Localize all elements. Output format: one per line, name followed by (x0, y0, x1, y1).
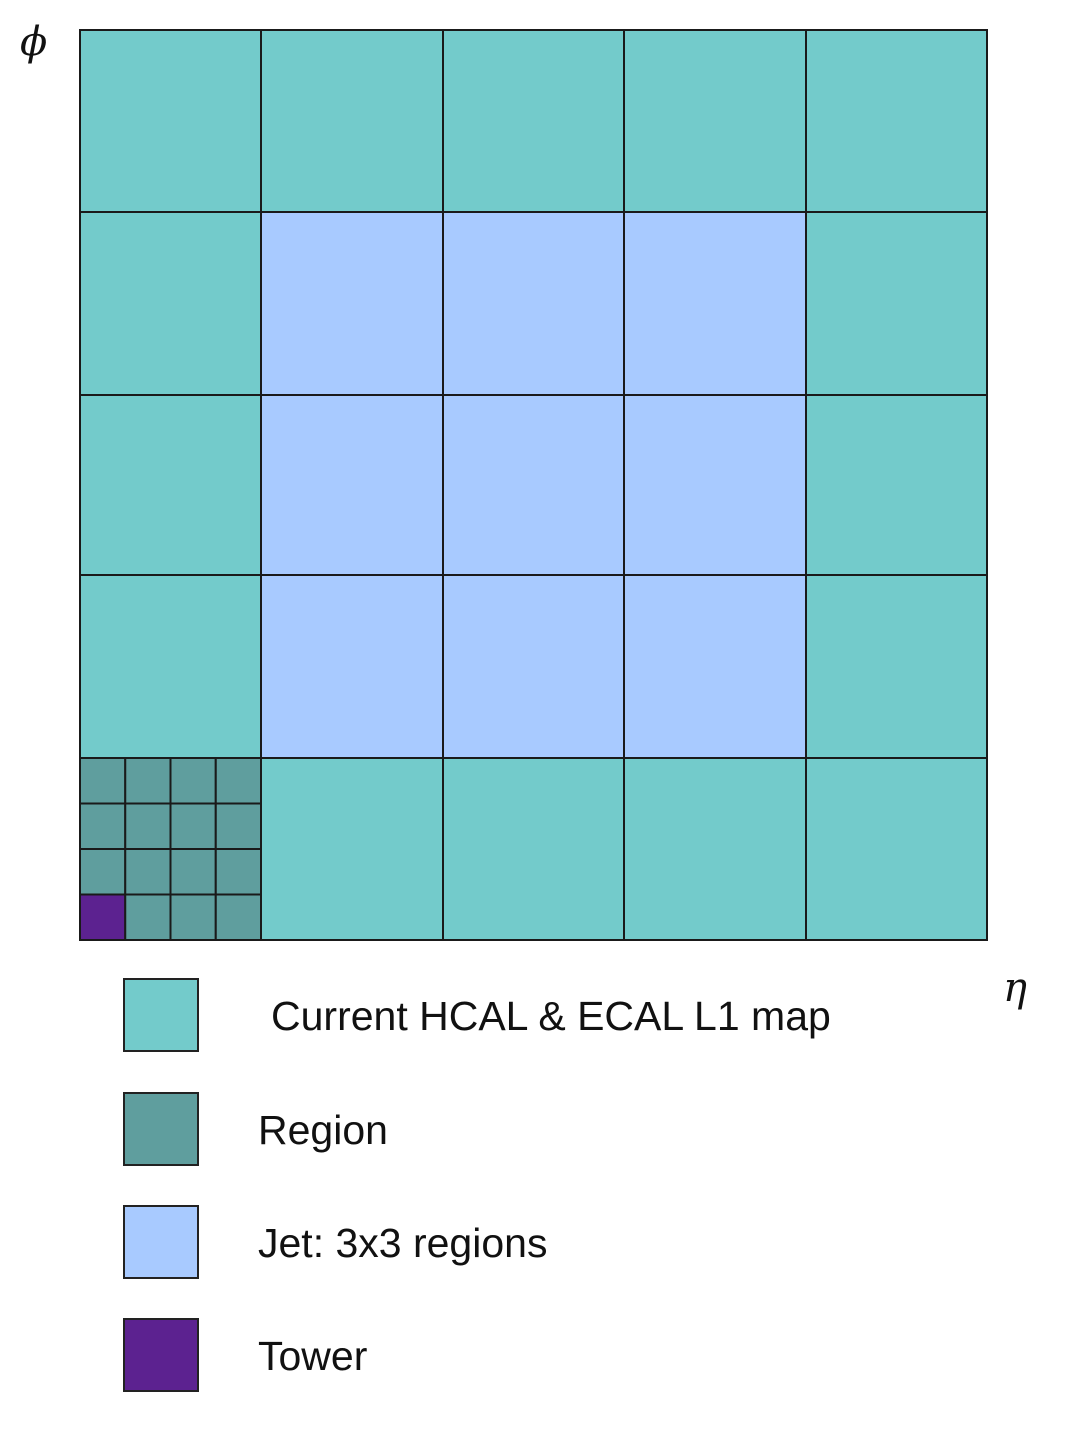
map-cell (79, 29, 262, 213)
map-cell (260, 29, 444, 213)
map-cell (805, 394, 988, 576)
jet-cell (442, 211, 625, 396)
legend-item-jet: Jet: 3x3 regions (123, 1205, 983, 1283)
jet-cell (623, 211, 807, 396)
region-tower-cell (169, 893, 217, 941)
legend-swatch-region (123, 1092, 199, 1166)
tower-cell (79, 893, 127, 941)
region-tower-cell (169, 757, 217, 805)
legend-label-jet: Jet: 3x3 regions (258, 1220, 548, 1266)
jet-cell (260, 394, 444, 576)
legend-item-tower: Tower (123, 1318, 983, 1396)
legend-label-tower: Tower (258, 1333, 368, 1379)
jet-cell (260, 211, 444, 396)
map-cell (623, 29, 807, 213)
region-tower-cell (214, 802, 262, 850)
legend-item-map: Current HCAL & ECAL L1 map (123, 978, 983, 1056)
region-tower-cell (169, 848, 217, 896)
phi-axis-label: ϕ (20, 19, 48, 65)
map-cell (79, 394, 262, 576)
map-cell (805, 757, 988, 941)
region-tower-cell (124, 802, 172, 850)
jet-cell (260, 574, 444, 759)
jet-cell (623, 394, 807, 576)
map-cell (79, 211, 262, 396)
jet-cell (442, 574, 625, 759)
jet-cell (623, 574, 807, 759)
region-tower-cell (214, 757, 262, 805)
region-tower-cell (214, 893, 262, 941)
jet-cell (442, 394, 625, 576)
map-cell (442, 757, 625, 941)
region-tower-subgrid (79, 757, 262, 941)
region-tower-cell (124, 893, 172, 941)
legend-item-region: Region (123, 1092, 983, 1170)
map-cell (442, 29, 625, 213)
eta-axis-label: η (1003, 965, 1027, 1011)
legend-label-map: Current HCAL & ECAL L1 map (271, 993, 831, 1039)
map-cell (260, 757, 444, 941)
map-cell (79, 574, 262, 759)
calorimeter-grid-diagram (79, 29, 988, 941)
region-tower-cell (79, 757, 127, 805)
map-cell (805, 574, 988, 759)
region-tower-cell (214, 848, 262, 896)
map-cell (805, 29, 988, 213)
region-tower-cell (79, 848, 127, 896)
region-tower-cell (169, 802, 217, 850)
legend-label-region: Region (258, 1107, 388, 1153)
legend-swatch-jet (123, 1205, 199, 1279)
grid-cells (79, 29, 988, 941)
region-tower-cell (124, 757, 172, 805)
region-tower-cell (79, 802, 127, 850)
region-tower-cell (124, 848, 172, 896)
map-cell (805, 211, 988, 396)
legend-swatch-tower (123, 1318, 199, 1392)
legend-swatch-map (123, 978, 199, 1052)
map-cell (623, 757, 807, 941)
